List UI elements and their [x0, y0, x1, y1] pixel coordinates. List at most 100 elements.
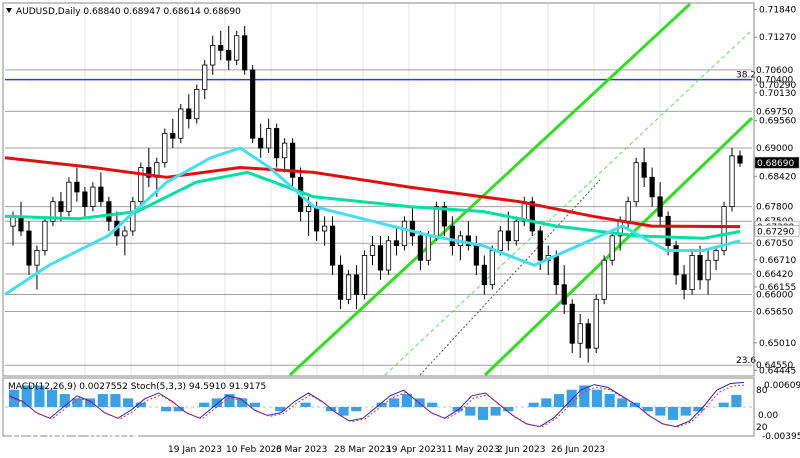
candle-body — [737, 155, 743, 164]
candle-body — [361, 255, 368, 295]
macd-bar — [401, 394, 412, 407]
main-plot-frame — [2, 2, 755, 377]
candle-body — [641, 162, 647, 178]
brand-logo: instaforex Instant Forex Trading — [11, 421, 141, 456]
macd-bar — [452, 407, 463, 412]
level-label: 0.65650 — [756, 308, 793, 318]
stoch-signal-line — [10, 384, 747, 428]
candle-body — [194, 89, 200, 120]
macd-bar — [59, 394, 70, 407]
fib-level-note: 23.6 — [736, 356, 756, 366]
price-marker-box — [754, 156, 800, 169]
level-label: 0.70400 — [756, 76, 793, 86]
brand-tagline: Instant Forex Trading — [46, 446, 131, 456]
candle-body — [305, 206, 312, 212]
price-tick-label: 0.69560 — [759, 117, 796, 127]
candle-body — [497, 230, 503, 251]
candle-body — [42, 220, 48, 251]
candle-body — [681, 274, 687, 290]
level-label-bg — [754, 238, 798, 249]
candle-body — [705, 259, 711, 281]
candle-body — [162, 132, 168, 164]
level-label-bg — [754, 360, 798, 371]
candle-body — [82, 191, 88, 207]
candle-body — [122, 230, 128, 237]
candle-body — [210, 45, 216, 66]
macd-bar — [237, 398, 248, 407]
macd-bar — [199, 402, 210, 407]
macd-bar — [47, 389, 58, 407]
candle-body — [465, 235, 471, 247]
candle-body — [585, 323, 591, 349]
candle-body — [50, 201, 56, 222]
time-tick-label: 11 May 2023 — [441, 445, 500, 455]
level-label-bg — [754, 143, 798, 154]
candle-body — [250, 69, 256, 139]
candle-body — [657, 196, 663, 217]
candle-body — [673, 245, 679, 276]
moving-average-line — [4, 170, 741, 240]
macd-bar — [34, 385, 45, 407]
candle-body — [593, 298, 599, 349]
price-tick-label: 0.65010 — [759, 339, 796, 349]
candle-body — [697, 255, 703, 281]
macd-bar — [490, 407, 501, 416]
indicator-level-label: 0.00 — [758, 411, 778, 421]
candle-body — [34, 250, 40, 266]
candle-body — [146, 167, 152, 178]
candle-body — [713, 250, 719, 261]
candle-body — [313, 206, 320, 232]
macd-bar — [249, 402, 260, 407]
candle-body — [66, 181, 72, 212]
macd-bar — [123, 398, 134, 407]
price-tick-label: 0.71270 — [759, 33, 796, 43]
price-tick-label: 0.64445 — [759, 366, 796, 376]
candle-body — [409, 220, 416, 237]
macd-bar — [553, 394, 565, 407]
candle-body — [218, 45, 224, 51]
candle-body — [721, 206, 727, 251]
macd-bar — [579, 385, 590, 407]
stoch-main-line — [8, 381, 745, 428]
indicator-scale-label: -0.003956 — [762, 432, 800, 442]
candles — [10, 25, 743, 363]
macd-bar — [110, 394, 121, 407]
macd-bar — [389, 398, 400, 407]
candle-body — [90, 186, 96, 207]
macd-bar — [338, 407, 349, 416]
candle-body — [369, 245, 376, 256]
time-tick-label: 26 Jun 2023 — [551, 445, 605, 455]
candle-body — [569, 303, 575, 344]
candle-body — [449, 225, 455, 247]
candle-body — [274, 128, 280, 159]
candle-body — [537, 230, 543, 261]
candle-body — [18, 215, 24, 232]
macd-bar — [376, 402, 387, 407]
candle-body — [553, 255, 559, 286]
candle-body — [441, 206, 448, 227]
candle-body — [729, 155, 735, 207]
candle-body — [353, 274, 360, 295]
level-label: 0.66000 — [756, 290, 793, 300]
candle-body — [345, 274, 352, 300]
candle-body — [138, 167, 144, 203]
macd-bar — [642, 407, 653, 412]
candle-body — [202, 64, 208, 90]
candle-body — [481, 264, 487, 286]
macd-bar — [300, 402, 311, 407]
horizontal-levels: 0.706000.7040038.20.697500.690000.678000… — [5, 64, 798, 371]
candle-body — [577, 323, 583, 344]
macd-bar — [21, 385, 32, 407]
candle-body — [513, 220, 519, 242]
candle-body — [170, 132, 176, 139]
level-label: 0.67050 — [756, 239, 793, 249]
moving-averages — [4, 146, 741, 296]
candle-body — [385, 240, 392, 271]
candle-body — [561, 284, 567, 305]
dropdown-triangle-icon[interactable] — [6, 8, 12, 13]
level-label-bg — [754, 74, 798, 85]
candle-body — [425, 235, 432, 261]
level-label-bg — [754, 289, 798, 300]
